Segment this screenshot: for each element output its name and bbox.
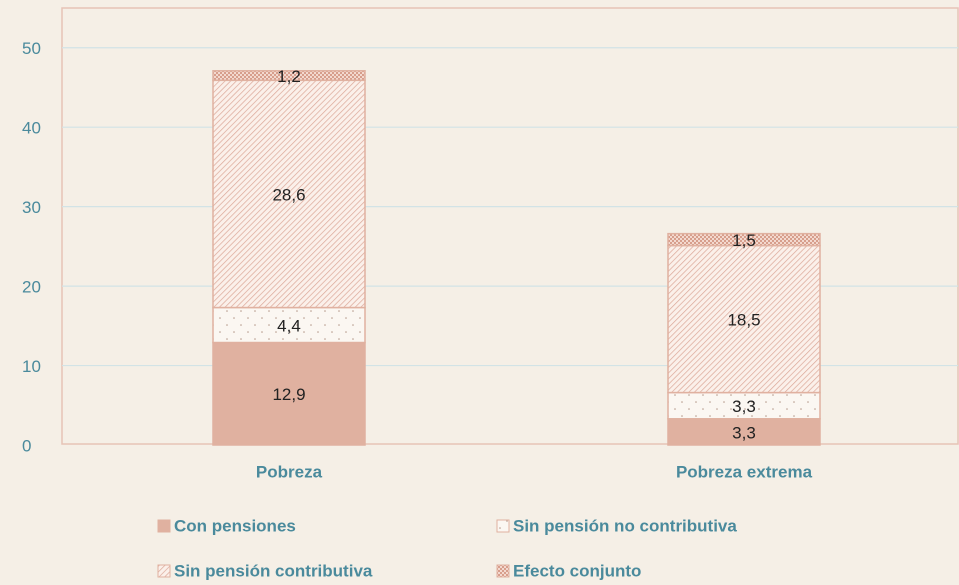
legend-label: Sin pensión no contributiva (513, 516, 737, 535)
legend-swatch (157, 519, 171, 533)
y-tick-label: 10 (22, 357, 41, 376)
value-label: 18,5 (727, 311, 760, 330)
y-tick-label: 50 (22, 39, 41, 58)
legend-swatch (496, 564, 510, 578)
y-tick-label: 20 (22, 278, 41, 297)
legend-label: Con pensiones (174, 516, 296, 535)
legend-swatch (157, 564, 171, 578)
x-tick-label: Pobreza (256, 462, 323, 481)
x-tick-label: Pobreza extrema (676, 462, 813, 481)
y-tick-label: 40 (22, 119, 41, 138)
value-label: 4,4 (277, 317, 301, 336)
bar-segment (667, 391, 821, 420)
bar-segment (212, 306, 366, 344)
value-label: 28,6 (272, 185, 305, 204)
legend-label: Sin pensión contributiva (174, 561, 373, 580)
bar-segment (667, 244, 821, 394)
plot-frame (61, 7, 959, 445)
bar-segment (212, 341, 366, 446)
value-label: 3,3 (732, 423, 756, 442)
value-label: 1,2 (277, 67, 301, 86)
bar-segment (212, 70, 366, 82)
bar-segment (667, 232, 821, 247)
value-label: 1,5 (732, 231, 756, 250)
legend-swatch (496, 519, 510, 533)
bar-segment (667, 418, 821, 446)
y-tick-label: 0 (22, 436, 31, 455)
value-label: 12,9 (272, 385, 305, 404)
y-tick-label: 30 (22, 198, 41, 217)
value-label: 3,3 (732, 397, 756, 416)
legend-label: Efecto conjunto (513, 561, 641, 580)
